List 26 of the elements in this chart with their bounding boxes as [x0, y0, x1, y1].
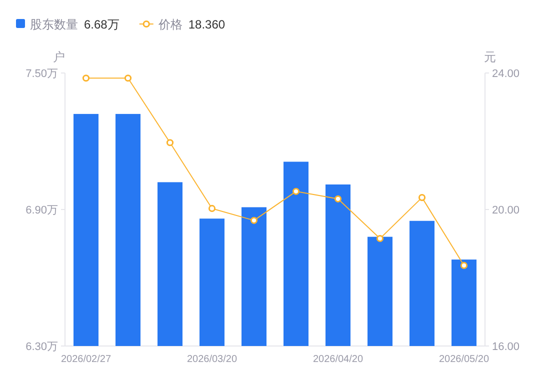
- legend-label: 价格: [157, 18, 182, 32]
- point: [292, 188, 300, 195]
- x-tick-label: 2026/02/27: [60, 354, 112, 365]
- y-tick-label: 6.90万: [26, 204, 58, 216]
- point: [418, 194, 426, 202]
- legend-label: 股东数量: [30, 18, 78, 32]
- text: 6.68万: [84, 18, 120, 32]
- point: [250, 216, 258, 224]
- y2-axis-title: 元: [484, 50, 496, 64]
- y-tick-label: 7.50万: [26, 68, 58, 80]
- y2-tick-label: 20.00: [492, 204, 520, 216]
- y2-tick-label: 24.00: [492, 68, 520, 80]
- point: [334, 195, 342, 202]
- y-tick-label: 6.30万: [26, 341, 58, 353]
- text: 18.360: [188, 18, 226, 32]
- x-tick-label: 2026/05/20: [438, 354, 490, 365]
- point: [166, 139, 174, 146]
- x-tick-label: 2026/03/20: [186, 354, 238, 365]
- y2-tick-label: 16.00: [492, 341, 520, 353]
- point: [82, 74, 90, 82]
- point: [460, 262, 468, 270]
- point: [376, 234, 384, 242]
- x-tick-label: 2026/04/20: [312, 354, 364, 365]
- y-axis-title: 户: [53, 50, 65, 64]
- point: [208, 204, 216, 212]
- point: [124, 74, 132, 82]
